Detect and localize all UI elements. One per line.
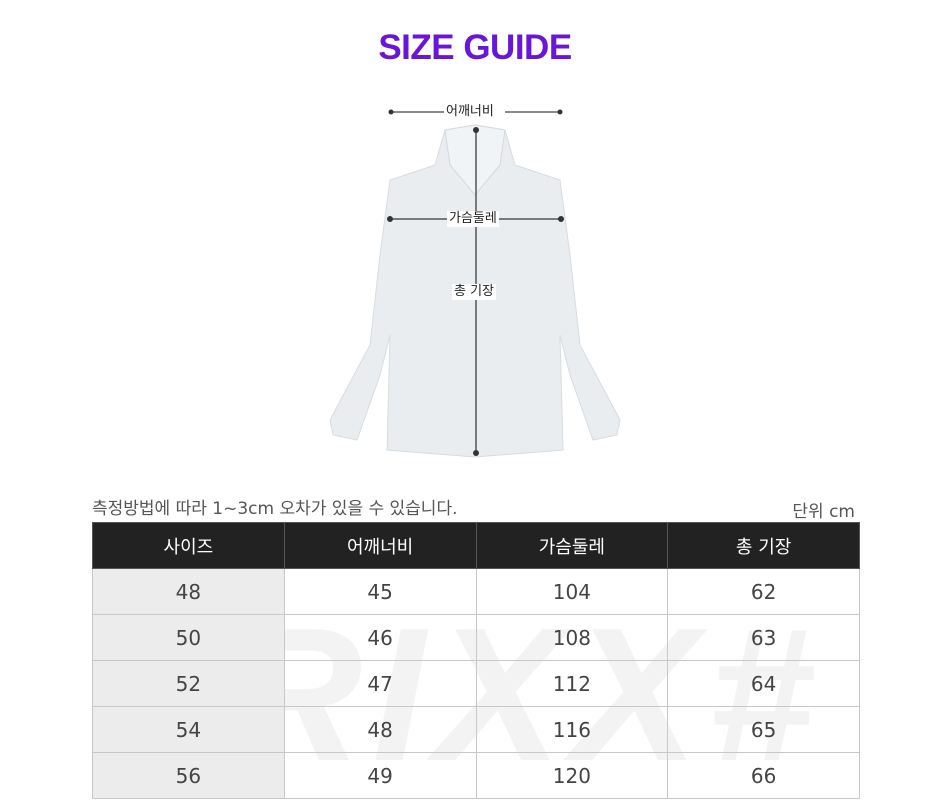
cell-shoulder: 47: [283, 660, 477, 707]
length-label: 총 기장: [452, 284, 497, 300]
header-chest: 가슴둘레: [475, 522, 669, 569]
cell-chest: 120: [475, 752, 669, 799]
cell-length: 64: [667, 660, 860, 707]
cell-chest: 108: [475, 614, 669, 661]
table-row: 48 45 104 62: [92, 568, 860, 615]
table-row: 50 46 108 63: [92, 614, 860, 661]
shirt-diagram: 어깨너비 가슴둘레 총 기장: [325, 95, 625, 465]
shoulder-label: 어깨너비: [444, 104, 496, 120]
cell-size: 50: [92, 614, 285, 661]
cell-shoulder: 45: [283, 568, 477, 615]
cell-size: 54: [92, 706, 285, 753]
table-row: 52 47 112 64: [92, 660, 860, 707]
cell-chest: 104: [475, 568, 669, 615]
cell-length: 62: [667, 568, 860, 615]
size-table: 사이즈 어깨너비 가슴둘레 총 기장 48 45 104 62 50 46 10…: [92, 522, 860, 799]
header-size: 사이즈: [92, 522, 285, 569]
header-shoulder: 어깨너비: [283, 522, 477, 569]
cell-size: 52: [92, 660, 285, 707]
page-title: SIZE GUIDE: [378, 28, 572, 67]
cell-shoulder: 46: [283, 614, 477, 661]
cell-length: 66: [667, 752, 860, 799]
cell-size: 56: [92, 752, 285, 799]
cell-shoulder: 49: [283, 752, 477, 799]
cell-length: 63: [667, 614, 860, 661]
header-length: 총 기장: [667, 522, 860, 569]
chest-label: 가슴둘레: [447, 211, 499, 227]
table-row: 56 49 120 66: [92, 752, 860, 799]
cell-size: 48: [92, 568, 285, 615]
unit-label: 단위 cm: [792, 502, 855, 522]
cell-length: 65: [667, 706, 860, 753]
table-header-row: 사이즈 어깨너비 가슴둘레 총 기장: [92, 522, 860, 569]
cell-chest: 116: [475, 706, 669, 753]
shirt-image: [329, 109, 621, 458]
cell-chest: 112: [475, 660, 669, 707]
table-row: 54 48 116 65: [92, 706, 860, 753]
cell-shoulder: 48: [283, 706, 477, 753]
measurement-note: 측정방법에 따라 1~3cm 오차가 있을 수 있습니다.: [92, 499, 458, 519]
